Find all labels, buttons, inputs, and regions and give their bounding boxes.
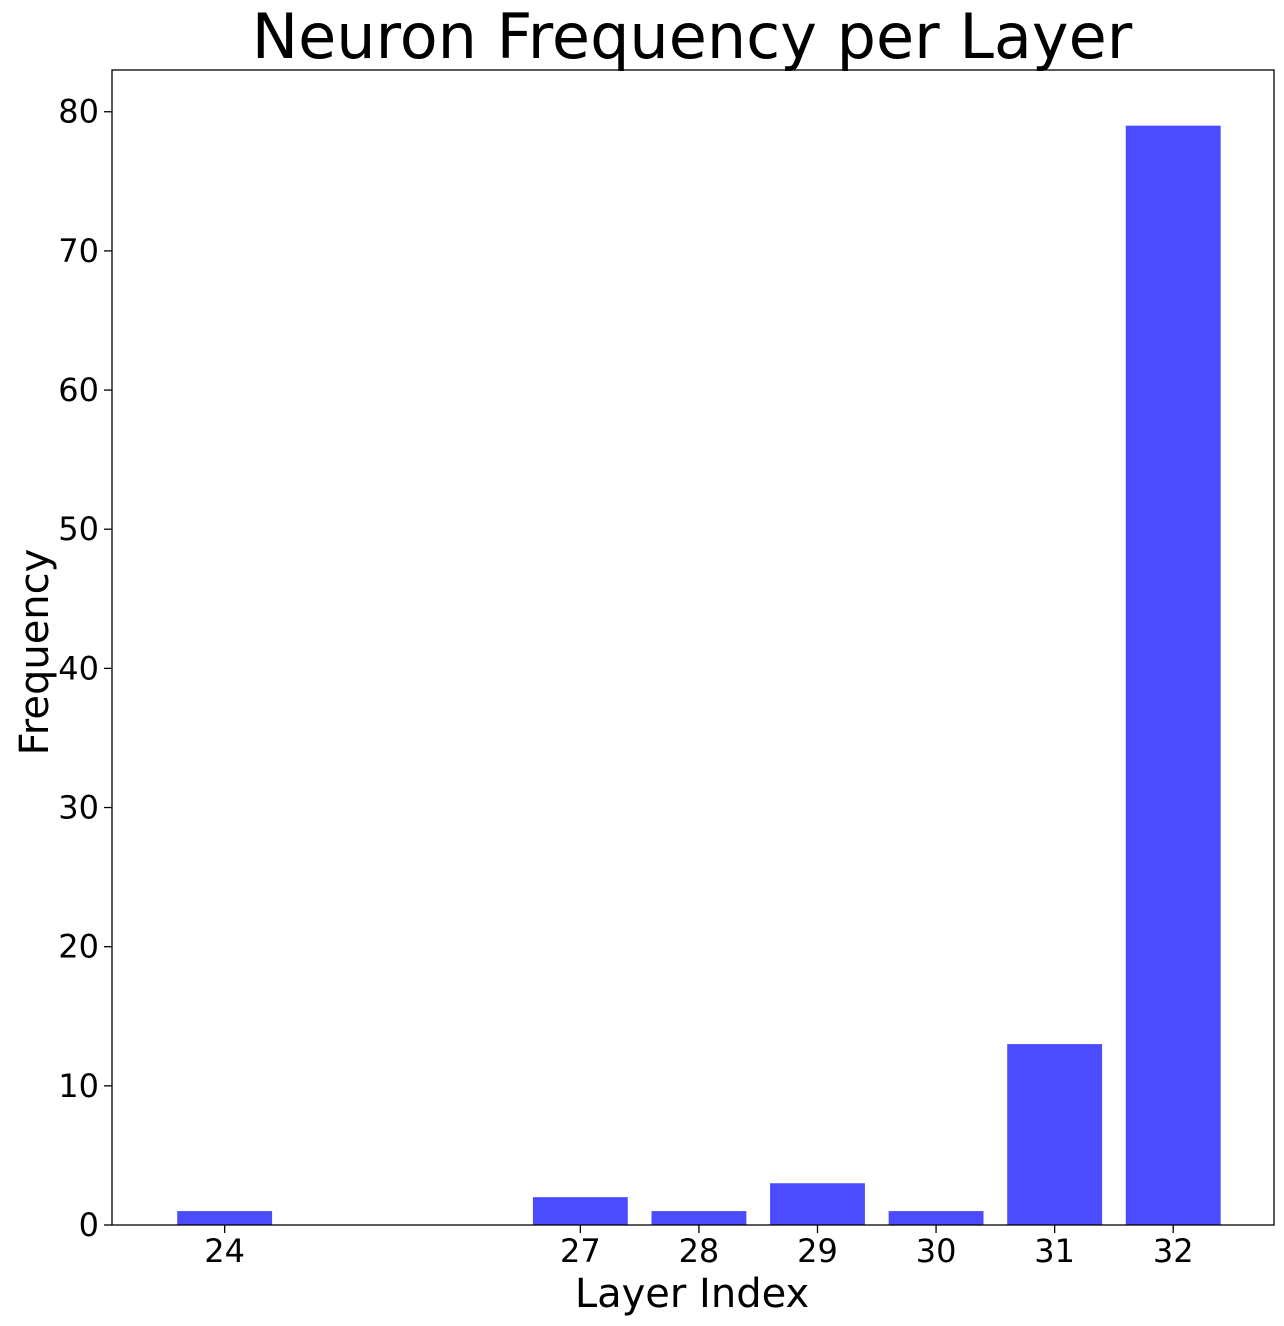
x-axis: 24 27 28 29 30 31 32	[204, 1225, 1194, 1270]
x-tick-label: 28	[679, 1232, 720, 1270]
bar-layer-29	[770, 1183, 865, 1225]
y-tick-label: 10	[58, 1067, 99, 1105]
y-tick-label: 40	[58, 649, 99, 687]
x-axis-label: Layer Index	[575, 1271, 809, 1317]
x-tick-label: 30	[916, 1232, 957, 1270]
bar-layer-31	[1007, 1044, 1103, 1225]
y-tick-label: 80	[58, 93, 99, 131]
x-tick-label: 24	[204, 1232, 245, 1270]
bar-layer-24	[177, 1211, 273, 1225]
x-tick-label: 27	[560, 1232, 601, 1270]
x-tick-label: 32	[1153, 1232, 1194, 1270]
bar-layer-27	[532, 1197, 628, 1225]
chart-title: Neuron Frequency per Layer	[252, 0, 1133, 73]
x-tick-label: 29	[797, 1232, 838, 1270]
plot-frame	[111, 69, 1275, 1226]
x-tick-label: 31	[1034, 1232, 1075, 1270]
y-tick-label: 0	[79, 1206, 99, 1244]
y-tick-label: 30	[58, 789, 99, 827]
y-tick-label: 70	[58, 232, 99, 270]
bar-layer-32	[1125, 125, 1221, 1226]
y-tick-label: 20	[58, 928, 99, 966]
bar-layer-28	[651, 1211, 747, 1225]
y-axis-label: Frequency	[12, 549, 58, 756]
bars-group	[177, 125, 1221, 1226]
bar-layer-30	[888, 1211, 984, 1225]
y-tick-label: 60	[58, 371, 99, 409]
y-axis: 0 10 20 30 40 50 60 70 80	[58, 93, 112, 1244]
y-tick-label: 50	[58, 510, 99, 548]
